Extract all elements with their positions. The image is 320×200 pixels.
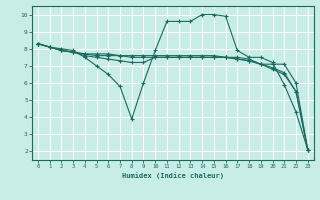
X-axis label: Humidex (Indice chaleur): Humidex (Indice chaleur) bbox=[122, 172, 224, 179]
